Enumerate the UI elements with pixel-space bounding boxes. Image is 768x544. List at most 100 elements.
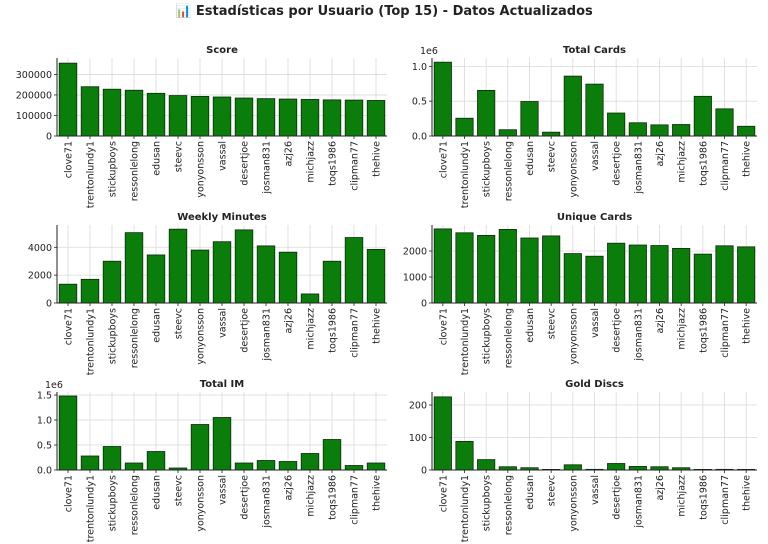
subplot-title: Weekly Minutes [177, 212, 266, 223]
bar-thehive [366, 100, 386, 137]
x-tick-label: yonyonsson [568, 308, 579, 365]
bar-vassal [212, 241, 232, 304]
bar-desertjoe [607, 242, 626, 304]
bar-desertjoe [234, 229, 254, 304]
x-tick-label: vassal [218, 141, 229, 171]
bar-toqs1986 [322, 99, 342, 137]
x-tick-label: stickupboys [482, 308, 493, 364]
y-tick-label: 0.0 [412, 132, 427, 143]
x-tick-label: clipman77 [720, 475, 731, 525]
y-tick-label: 0.5 [412, 97, 427, 108]
x-tick-label: steevc [174, 141, 185, 172]
x-tick-label: yonyonsson [196, 475, 207, 532]
bar-azj26 [650, 245, 669, 304]
bar-azj26 [278, 251, 298, 304]
x-tick-label: stickupboys [482, 141, 493, 197]
x-tick-label: trentonlundy1 [86, 141, 97, 208]
subplot-title: Gold Discs [565, 379, 624, 390]
bar-stickupboys [102, 260, 122, 304]
x-tick-label: thehive [742, 475, 753, 511]
bar-trentonlundy1 [455, 232, 474, 304]
bar-michjazz [300, 99, 320, 137]
x-tick-label: clove71 [64, 141, 75, 178]
x-tick-label: michjazz [677, 475, 688, 517]
x-tick-label: clipman77 [350, 475, 361, 525]
x-tick-label: clove71 [438, 141, 449, 178]
bar-edusan [146, 254, 166, 304]
figure-title: 📊 Estadísticas por Usuario (Top 15) - Da… [175, 3, 593, 19]
y-tick-label: 1.0 [412, 62, 427, 73]
x-tick-label: toqs1986 [328, 475, 339, 520]
x-tick-label: thehive [742, 141, 753, 177]
bar-edusan [520, 237, 539, 304]
bar-steevc [168, 95, 188, 137]
bar-toqs1986 [693, 253, 712, 304]
bar-stickupboys [477, 89, 496, 137]
x-tick-label: toqs1986 [328, 141, 339, 186]
x-tick-label: clove71 [438, 475, 449, 512]
x-tick-label: desertjoe [612, 475, 623, 520]
bar-clove71 [58, 283, 78, 304]
x-tick-label: desertjoe [612, 308, 623, 353]
x-tick-label: yonyonsson [568, 475, 579, 532]
x-tick-label: vassal [590, 141, 601, 171]
x-tick-label: azj26 [284, 475, 295, 501]
bar-steevc [168, 228, 188, 304]
x-tick-label: clipman77 [720, 308, 731, 358]
bar-michjazz [672, 124, 691, 137]
bar-stickupboys [102, 88, 122, 137]
x-tick-label: clove71 [64, 308, 75, 345]
x-tick-label: michjazz [677, 141, 688, 183]
bar-clipman77 [344, 99, 364, 137]
x-tick-label: steevc [547, 308, 558, 339]
bar-edusan [146, 92, 166, 137]
bar-clove71 [433, 61, 452, 137]
bar-yonyonsson [563, 464, 582, 471]
y-tick-label: 200 [409, 401, 427, 412]
bar-trentonlundy1 [80, 278, 100, 304]
y-tick-label: 300000 [16, 70, 52, 81]
x-tick-label: clove71 [438, 308, 449, 345]
bar-thehive [737, 246, 756, 304]
bar-steevc [542, 131, 561, 137]
bar-yonyonsson [563, 75, 582, 137]
x-tick-label: clipman77 [350, 308, 361, 358]
subplot-6: 0 100 200 clove71 trentonlundy1 stickupboys re… [409, 379, 757, 542]
bar-thehive [366, 248, 386, 304]
x-tick-label: toqs1986 [698, 141, 709, 186]
bar-josman831 [256, 245, 276, 304]
y-tick-label: 100 [409, 433, 427, 444]
x-tick-label: clove71 [64, 475, 75, 512]
bar-stickupboys [477, 234, 496, 304]
subplot-title: Unique Cards [557, 212, 632, 223]
bar-clove71 [58, 395, 78, 471]
x-tick-label: michjazz [306, 308, 317, 350]
bar-yonyonsson [190, 424, 210, 471]
x-tick-label: ressonlelong [130, 141, 141, 201]
x-tick-label: desertjoe [240, 141, 251, 186]
x-tick-label: desertjoe [240, 308, 251, 353]
x-tick-label: vassal [590, 475, 601, 505]
bar-yonyonsson [190, 249, 210, 304]
subplot-3: 0 2000 4000 clove71 trentonlundy1 stickupboys… [28, 212, 387, 375]
x-tick-label: edusan [152, 308, 163, 343]
subplot-5: 0.0 0.5 1.0 1.5 clove71 trentonlundy1 stickupb… [37, 379, 387, 542]
x-tick-label: thehive [742, 308, 753, 344]
subplot-1: 0 100000 200000 300000 clove71 trentonlundy1 s… [16, 45, 387, 208]
x-tick-label: azj26 [284, 141, 295, 167]
y-tick-label: 0 [421, 299, 427, 310]
subplot-2: 0.0 0.5 1.0 clove71 trentonlundy1 stickupboys… [412, 45, 757, 208]
x-tick-label: azj26 [655, 308, 666, 334]
x-tick-label: stickupboys [108, 308, 119, 364]
bar-clove71 [58, 62, 78, 137]
bar-azj26 [278, 461, 298, 471]
bar-ressonlelong [498, 229, 517, 304]
bar-trentonlundy1 [455, 117, 474, 137]
bar-trentonlundy1 [80, 455, 100, 471]
x-tick-label: desertjoe [612, 141, 623, 186]
bar-vassal [212, 96, 232, 137]
bar-stickupboys [477, 459, 496, 471]
x-tick-label: trentonlundy1 [460, 141, 471, 208]
